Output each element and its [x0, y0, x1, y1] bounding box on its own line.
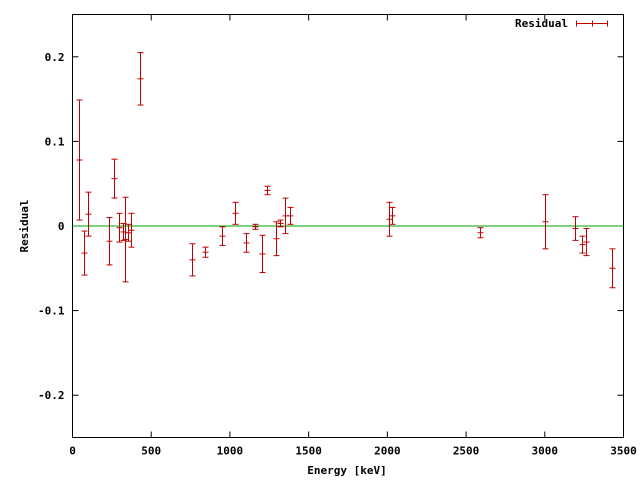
residual-point: [259, 234, 266, 274]
residual-point: [85, 191, 92, 237]
residual-point: [106, 217, 113, 266]
x-tick-label: 3500: [610, 445, 637, 458]
residual-point: [189, 243, 196, 277]
x-tick-label: 2500: [453, 445, 480, 458]
legend-label: Residual: [515, 17, 568, 30]
x-tick-label: 500: [141, 445, 161, 458]
residual-point: [273, 221, 280, 257]
residual-point: [389, 206, 396, 225]
y-tick-label: 0.1: [45, 135, 65, 148]
x-tick-label: 1500: [295, 445, 322, 458]
x-tick-label: 0: [69, 445, 76, 458]
residual-point: [137, 52, 144, 106]
legend-sample: [576, 20, 608, 27]
y-tick-label: 0: [58, 220, 65, 233]
residual-point: [111, 158, 118, 199]
residual-point: [583, 228, 590, 257]
legend: Residual: [515, 17, 608, 30]
residual-point: [76, 99, 83, 221]
x-axis-ticks: 0 500 1000 1500 2000 2500 3000 3500: [69, 14, 637, 458]
x-axis-label: Energy [keV]: [307, 464, 386, 477]
x-tick-label: 3000: [532, 445, 559, 458]
residual-point: [125, 223, 132, 242]
residual-point: [232, 201, 239, 225]
residual-point: [116, 212, 123, 243]
residual-point: [579, 235, 586, 254]
y-axis-label: Residual: [18, 200, 31, 253]
residual-point: [81, 230, 88, 276]
residual-point: [277, 219, 284, 228]
y-tick-label: -0.1: [38, 305, 65, 318]
residual-point: [572, 216, 579, 241]
y-tick-label: -0.2: [38, 389, 65, 402]
residual-point: [542, 194, 549, 250]
residual-point: [287, 206, 294, 225]
residual-point: [386, 201, 393, 237]
residual-points: [76, 52, 616, 289]
y-axis-ticks: -0.2 -0.1 0 0.1 0.2: [38, 51, 624, 402]
residual-point: [252, 223, 259, 230]
residual-point: [609, 248, 616, 289]
residual-point: [128, 212, 135, 248]
residual-point: [264, 185, 271, 196]
residual-point: [219, 226, 226, 246]
residual-point: [477, 227, 484, 239]
x-tick-label: 1000: [217, 445, 244, 458]
y-tick-label: 0.2: [45, 51, 65, 64]
x-tick-label: 2000: [374, 445, 401, 458]
residual-point: [243, 233, 250, 253]
residual-point: [122, 196, 129, 283]
residual-point: [202, 246, 209, 258]
